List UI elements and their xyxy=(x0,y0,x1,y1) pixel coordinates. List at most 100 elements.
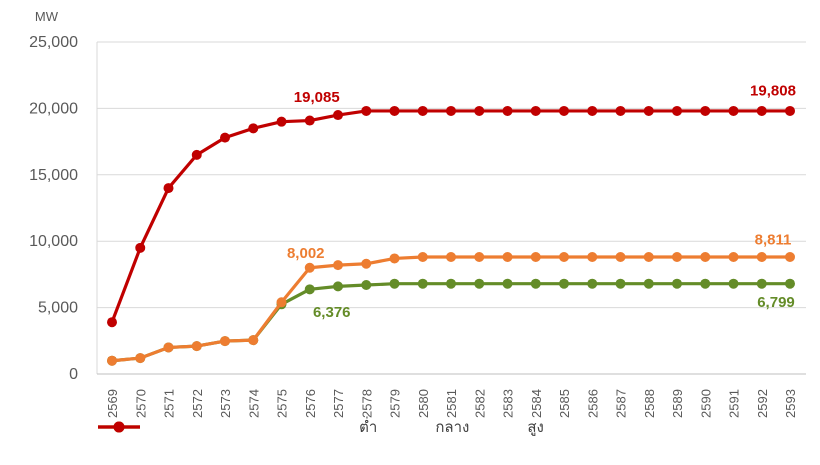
series-high-marker xyxy=(163,183,174,194)
series-medium-marker xyxy=(446,251,456,262)
data-label: 8,002 xyxy=(287,245,325,262)
series-low-line xyxy=(111,282,790,363)
series-high-marker xyxy=(276,116,287,127)
x-axis-tick-label: 2589 xyxy=(670,389,685,418)
series-high-marker xyxy=(530,105,541,116)
x-axis-tick-label: 2585 xyxy=(557,389,572,418)
legend-label-low: ต่ำ xyxy=(359,419,378,436)
legend-label-medium: กลาง xyxy=(435,419,470,436)
data-label: 6,799 xyxy=(757,294,795,311)
y-axis-tick-label: 20,000 xyxy=(29,100,78,117)
series-medium-marker xyxy=(587,251,598,262)
data-label: 19,085 xyxy=(294,89,340,106)
x-axis-tick-label: 2592 xyxy=(755,389,770,418)
y-axis-unit-label: MW xyxy=(35,9,59,24)
series-low-marker xyxy=(502,278,513,289)
series-medium-marker xyxy=(474,251,485,262)
series-low-marker xyxy=(361,280,372,291)
series-medium-marker xyxy=(728,251,739,262)
x-axis-tick-label: 2569 xyxy=(105,389,120,418)
series-high-marker xyxy=(728,105,739,116)
series-medium-marker xyxy=(248,335,259,346)
series-medium-marker xyxy=(220,336,230,347)
series-low-marker xyxy=(417,278,428,289)
x-axis-tick-label: 2577 xyxy=(331,389,346,418)
x-axis-tick-label: 2573 xyxy=(218,389,233,418)
series-medium-marker xyxy=(333,260,343,271)
series-high-marker xyxy=(304,115,315,126)
data-label: 19,808 xyxy=(750,82,796,99)
series-low-marker xyxy=(559,278,569,289)
series-high-marker xyxy=(361,105,372,116)
y-axis-tick-label: 5,000 xyxy=(38,300,78,317)
y-axis-tick-label: 0 xyxy=(69,366,78,383)
series-medium-marker xyxy=(417,251,428,262)
series-medium-marker xyxy=(615,251,626,262)
series-high-marker xyxy=(643,105,654,116)
series-medium-marker xyxy=(756,251,767,262)
series-low-marker xyxy=(389,278,400,289)
x-axis-tick-label: 2582 xyxy=(472,389,487,418)
series-high-marker xyxy=(672,105,682,116)
series-high-marker xyxy=(615,105,626,116)
series-medium-marker xyxy=(107,355,117,366)
series-low-marker xyxy=(446,278,456,289)
series-low-marker xyxy=(700,278,711,289)
series-high-marker xyxy=(474,105,485,116)
chart-legend: ต่ำ กลาง สูง xyxy=(97,420,806,435)
y-axis-tick-label: 15,000 xyxy=(29,167,78,184)
series-high-marker xyxy=(220,132,230,143)
series-high-marker xyxy=(559,105,569,116)
x-axis-tick-label: 2590 xyxy=(698,389,713,418)
x-axis-tick-label: 2580 xyxy=(416,389,431,418)
series-high-marker xyxy=(107,317,117,328)
series-medium-marker xyxy=(700,251,711,262)
x-axis-tick-label: 2570 xyxy=(133,389,148,418)
series-low-marker xyxy=(728,278,739,289)
x-axis-tick-label: 2593 xyxy=(783,389,798,418)
series-medium-marker xyxy=(672,251,682,262)
series-medium-marker xyxy=(361,258,372,269)
x-axis-tick-label: 2575 xyxy=(275,389,290,418)
series-high-line xyxy=(110,109,790,323)
series-high-marker xyxy=(389,105,400,116)
x-axis-tick-label: 2586 xyxy=(585,389,600,418)
series-high-marker xyxy=(417,105,428,116)
y-axis-tick-label: 25,000 xyxy=(29,34,78,51)
data-label: 6,376 xyxy=(313,304,351,321)
series-low-marker xyxy=(756,278,767,289)
series-high-marker xyxy=(191,149,202,160)
x-axis-tick-label: 2576 xyxy=(303,389,318,418)
legend-item-medium: กลาง xyxy=(98,419,470,436)
x-axis-tick-label: 2578 xyxy=(359,389,374,418)
x-axis-tick-label: 2583 xyxy=(501,389,516,418)
series-low-marker xyxy=(474,278,485,289)
data-label: 8,811 xyxy=(755,231,792,248)
series-medium-marker xyxy=(389,253,400,264)
series-high-marker xyxy=(785,105,795,116)
series-medium-marker xyxy=(530,251,541,262)
x-axis-tick-label: 2588 xyxy=(642,389,657,418)
series-low-marker xyxy=(530,278,541,289)
x-axis-tick-label: 2591 xyxy=(727,389,742,418)
series-medium-marker xyxy=(502,251,513,262)
x-axis-tick-label: 2574 xyxy=(246,389,261,418)
series-high-marker xyxy=(756,105,767,116)
x-axis-tick-label: 2571 xyxy=(162,389,177,418)
series-low-marker xyxy=(587,278,598,289)
series-high-marker xyxy=(700,105,711,116)
x-axis-tick-label: 2587 xyxy=(614,389,629,418)
series-high-marker xyxy=(587,105,598,116)
series-low-marker xyxy=(672,278,682,289)
series-medium-marker xyxy=(135,353,146,364)
legend-label-high: สูง xyxy=(527,419,544,436)
series-high-marker xyxy=(135,242,146,253)
x-axis-tick-label: 2572 xyxy=(190,389,205,418)
series-medium-marker xyxy=(559,251,569,262)
legend-marker-high-icon xyxy=(98,421,140,433)
x-axis-tick-label: 2584 xyxy=(529,389,544,418)
series-low-marker xyxy=(304,284,315,295)
y-axis-tick-label: 10,000 xyxy=(29,233,78,250)
